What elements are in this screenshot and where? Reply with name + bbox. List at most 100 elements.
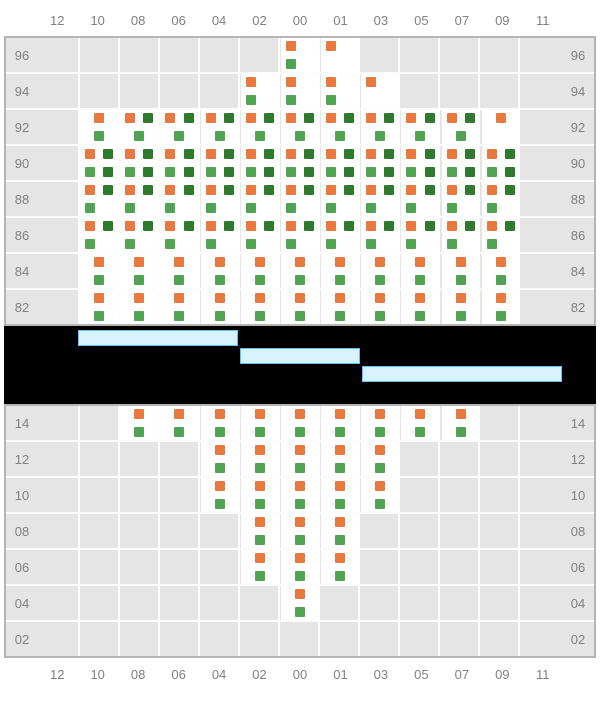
slot[interactable]	[281, 218, 319, 252]
slot[interactable]	[482, 254, 520, 288]
slot[interactable]	[80, 290, 118, 324]
slot[interactable]	[160, 406, 198, 440]
slot[interactable]	[482, 182, 520, 216]
slot[interactable]	[321, 478, 359, 512]
slot[interactable]	[321, 38, 359, 72]
slot[interactable]	[442, 110, 480, 144]
slot[interactable]	[201, 478, 239, 512]
slot[interactable]	[241, 514, 279, 548]
slot[interactable]	[442, 218, 480, 252]
slot[interactable]	[160, 182, 198, 216]
slot[interactable]	[160, 290, 198, 324]
slot[interactable]	[160, 254, 198, 288]
slot[interactable]	[321, 290, 359, 324]
slot[interactable]	[281, 74, 319, 108]
slot[interactable]	[120, 146, 158, 180]
slot[interactable]	[321, 514, 359, 548]
slot[interactable]	[482, 146, 520, 180]
slot[interactable]	[241, 290, 279, 324]
slot[interactable]	[241, 74, 279, 108]
slot[interactable]	[321, 550, 359, 584]
slot[interactable]	[401, 290, 439, 324]
slot[interactable]	[321, 254, 359, 288]
slot[interactable]	[241, 182, 279, 216]
slot[interactable]	[361, 182, 399, 216]
slot[interactable]	[281, 478, 319, 512]
slot[interactable]	[201, 218, 239, 252]
slot[interactable]	[361, 442, 399, 476]
slot[interactable]	[80, 254, 118, 288]
slot[interactable]	[321, 146, 359, 180]
slot[interactable]	[80, 182, 118, 216]
slot[interactable]	[120, 406, 158, 440]
slot[interactable]	[361, 254, 399, 288]
slot[interactable]	[281, 406, 319, 440]
slot[interactable]	[401, 254, 439, 288]
slot[interactable]	[281, 290, 319, 324]
slot[interactable]	[442, 406, 480, 440]
slot[interactable]	[281, 110, 319, 144]
slot[interactable]	[482, 290, 520, 324]
slot[interactable]	[80, 218, 118, 252]
slot[interactable]	[321, 182, 359, 216]
slot[interactable]	[321, 442, 359, 476]
slot[interactable]	[241, 550, 279, 584]
slot[interactable]	[361, 406, 399, 440]
slot[interactable]	[281, 586, 319, 620]
slot[interactable]	[241, 254, 279, 288]
slot[interactable]	[281, 514, 319, 548]
slot[interactable]	[80, 110, 118, 144]
slot[interactable]	[281, 182, 319, 216]
slot[interactable]	[321, 406, 359, 440]
slot[interactable]	[281, 550, 319, 584]
slot[interactable]	[401, 110, 439, 144]
slot[interactable]	[281, 254, 319, 288]
slot[interactable]	[361, 478, 399, 512]
slot[interactable]	[442, 146, 480, 180]
slot[interactable]	[241, 110, 279, 144]
tray-segment[interactable]	[78, 330, 238, 346]
slot[interactable]	[201, 110, 239, 144]
slot[interactable]	[442, 254, 480, 288]
slot[interactable]	[401, 406, 439, 440]
slot[interactable]	[241, 146, 279, 180]
slot[interactable]	[361, 146, 399, 180]
slot[interactable]	[120, 290, 158, 324]
slot[interactable]	[361, 110, 399, 144]
slot[interactable]	[120, 218, 158, 252]
slot[interactable]	[241, 218, 279, 252]
slot[interactable]	[442, 290, 480, 324]
slot[interactable]	[321, 74, 359, 108]
tray-segment[interactable]	[240, 348, 359, 364]
slot[interactable]	[482, 110, 520, 144]
slot[interactable]	[201, 254, 239, 288]
slot[interactable]	[401, 218, 439, 252]
slot[interactable]	[201, 182, 239, 216]
slot[interactable]	[160, 110, 198, 144]
slot[interactable]	[120, 110, 158, 144]
slot[interactable]	[321, 218, 359, 252]
slot[interactable]	[201, 146, 239, 180]
slot[interactable]	[281, 38, 319, 72]
slot[interactable]	[241, 478, 279, 512]
slot[interactable]	[160, 218, 198, 252]
slot[interactable]	[401, 146, 439, 180]
slot[interactable]	[361, 218, 399, 252]
slot[interactable]	[442, 182, 480, 216]
slot[interactable]	[361, 290, 399, 324]
slot[interactable]	[482, 218, 520, 252]
slot[interactable]	[401, 182, 439, 216]
slot[interactable]	[201, 290, 239, 324]
slot[interactable]	[321, 110, 359, 144]
slot[interactable]	[201, 406, 239, 440]
tray-segment[interactable]	[362, 366, 562, 382]
slot[interactable]	[201, 442, 239, 476]
slot[interactable]	[241, 406, 279, 440]
slot[interactable]	[281, 442, 319, 476]
slot[interactable]	[160, 146, 198, 180]
slot[interactable]	[241, 442, 279, 476]
slot[interactable]	[120, 254, 158, 288]
slot[interactable]	[281, 146, 319, 180]
slot[interactable]	[80, 146, 118, 180]
slot[interactable]	[361, 74, 399, 108]
